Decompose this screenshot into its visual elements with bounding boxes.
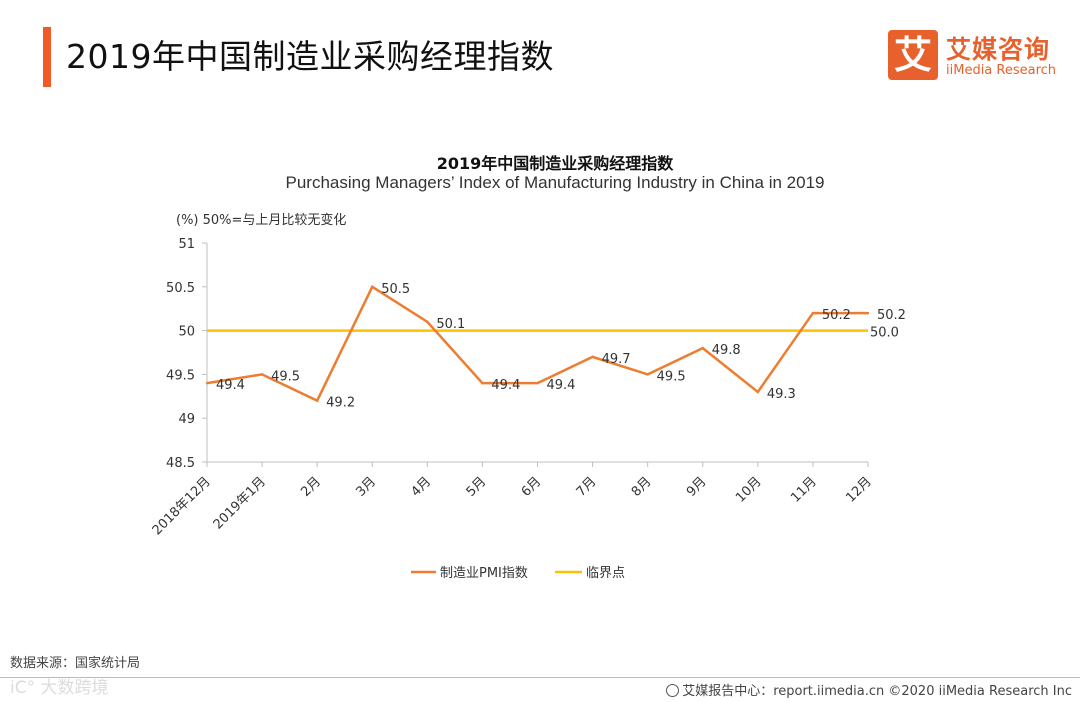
chart-title: 2019年中国制造业采购经理指数 bbox=[436, 154, 674, 173]
x-tick-label: 12月 bbox=[843, 474, 874, 505]
x-tick-label: 8月 bbox=[629, 474, 655, 500]
y-tick-label: 51 bbox=[178, 237, 195, 252]
x-tick-label: 9月 bbox=[684, 474, 710, 500]
x-tick-label: 3月 bbox=[353, 474, 379, 500]
pmi-data-point bbox=[481, 381, 484, 385]
pmi-data-point bbox=[205, 381, 209, 385]
pmi-data-point bbox=[591, 355, 594, 359]
x-tick-label: 5月 bbox=[464, 474, 490, 500]
chart-subtitle: Purchasing Managers’ Index of Manufactur… bbox=[285, 173, 825, 192]
footer-copyright-text: 艾媒报告中心：report.iimedia.cn ©2020 iiMedia R… bbox=[682, 684, 1072, 699]
pmi-data-label: 50.1 bbox=[436, 317, 465, 332]
x-tick-label: 2月 bbox=[298, 474, 324, 500]
legend-pmi-label: 制造业PMI指数 bbox=[440, 566, 528, 581]
threshold-end-label: 50.0 bbox=[870, 326, 899, 341]
pmi-data-point bbox=[811, 311, 815, 315]
pmi-data-label: 49.2 bbox=[326, 396, 355, 411]
pmi-data-label: 49.4 bbox=[491, 378, 520, 393]
x-tick-label: 7月 bbox=[574, 474, 600, 500]
x-tick-label: 4月 bbox=[409, 474, 435, 500]
pmi-data-label: 50.2 bbox=[822, 308, 851, 323]
x-tick-label: 2018年12月 bbox=[150, 474, 214, 538]
pmi-data-point bbox=[315, 399, 319, 402]
pmi-data-point bbox=[866, 311, 870, 315]
pmi-data-label: 49.4 bbox=[216, 378, 245, 393]
y-tick-label: 49 bbox=[178, 412, 195, 427]
pmi-data-label: 49.4 bbox=[547, 378, 576, 393]
y-tick-label: 49.5 bbox=[166, 368, 195, 383]
data-source: 数据来源：国家统计局 bbox=[10, 656, 141, 671]
title-accent-bar bbox=[43, 27, 51, 87]
y-tick-label: 50 bbox=[178, 325, 195, 340]
pmi-data-label: 49.8 bbox=[712, 343, 741, 358]
brand-logo: 艾 艾媒咨询 iiMedia Research bbox=[888, 30, 1078, 82]
pmi-data-point bbox=[260, 373, 264, 376]
pmi-data-label: 49.7 bbox=[602, 352, 631, 367]
x-tick-label: 6月 bbox=[519, 474, 545, 500]
logo-name-en: iiMedia Research bbox=[946, 63, 1057, 78]
pmi-data-point bbox=[701, 346, 704, 350]
footer-copyright: 艾媒报告中心：report.iimedia.cn ©2020 iiMedia R… bbox=[666, 680, 1072, 699]
pmi-data-point bbox=[371, 285, 374, 288]
pmi-data-label: 50.2 bbox=[877, 308, 906, 323]
globe-icon bbox=[666, 684, 680, 697]
watermark: iC° 大数跨境 bbox=[10, 678, 109, 698]
pmi-data-point bbox=[756, 390, 760, 394]
legend-threshold-label: 临界点 bbox=[586, 566, 625, 581]
pmi-data-point bbox=[536, 381, 539, 385]
x-tick-label: 10月 bbox=[733, 474, 764, 505]
logo-name-cn: 艾媒咨询 bbox=[946, 35, 1051, 64]
y-tick-label: 50.5 bbox=[166, 281, 195, 296]
page-title: 2019年中国制造业采购经理指数 bbox=[66, 37, 554, 76]
pmi-data-point bbox=[646, 373, 649, 376]
x-tick-label: 2019年1月 bbox=[211, 474, 269, 532]
x-tick-label: 11月 bbox=[788, 474, 819, 505]
pmi-data-label: 49.5 bbox=[271, 369, 300, 384]
footer-divider bbox=[0, 677, 1080, 678]
pmi-data-label: 49.5 bbox=[657, 369, 686, 384]
chart-unit-note: (%) 50%=与上月比较无变化 bbox=[176, 213, 347, 228]
pmi-data-point bbox=[426, 320, 429, 324]
pmi-data-label: 50.5 bbox=[381, 282, 410, 297]
y-tick-label: 48.5 bbox=[166, 456, 195, 471]
pmi-data-label: 49.3 bbox=[767, 387, 796, 402]
logo-mark-icon: 艾 bbox=[888, 30, 938, 80]
